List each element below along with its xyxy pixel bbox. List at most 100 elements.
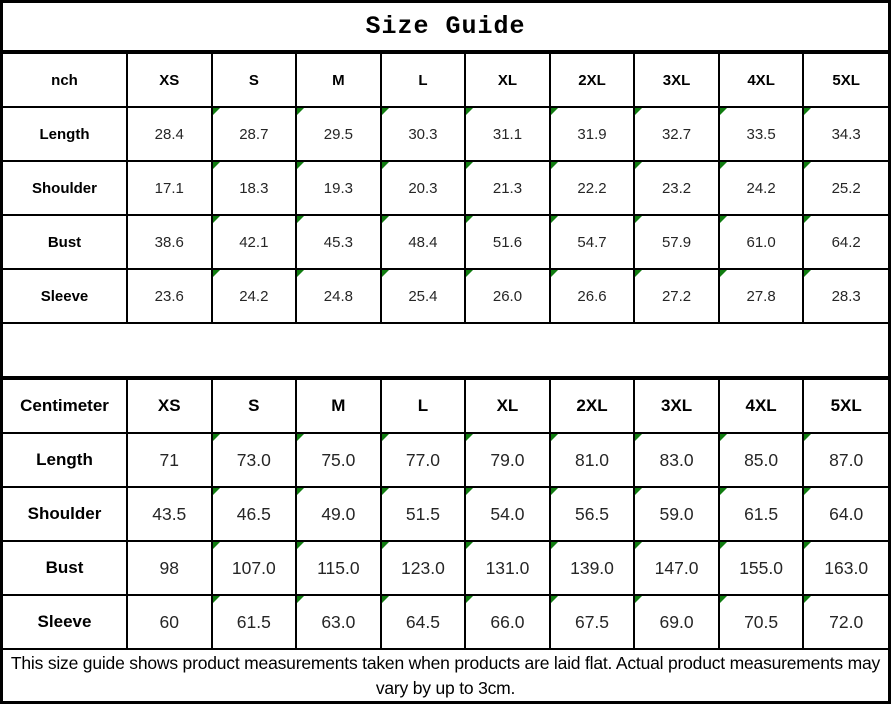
size-value-cell: 61.5 — [210, 594, 298, 650]
size-value-cell: 71 — [126, 432, 213, 488]
size-value: 26.0 — [492, 287, 523, 305]
size-value: 48.4 — [408, 233, 438, 251]
size-value-cell: 83.0 — [633, 432, 720, 488]
table-separator — [3, 324, 888, 378]
measurement-label: Shoulder — [3, 486, 128, 542]
footer-note-row: This size guide shows product measuremen… — [3, 650, 888, 701]
green-flag-icon — [382, 217, 389, 223]
size-column-header: 2XL — [548, 52, 636, 108]
green-flag-icon — [805, 217, 812, 223]
size-value-cell: 69.0 — [633, 594, 720, 650]
green-flag-icon — [467, 163, 474, 169]
green-flag-icon — [467, 109, 474, 115]
size-value-cell: 17.1 — [126, 160, 213, 216]
size-value-cell: 66.0 — [464, 594, 551, 650]
size-value-cell: 64.0 — [802, 486, 888, 542]
size-value: 75.0 — [321, 449, 356, 470]
green-flag-icon — [298, 597, 305, 603]
size-value: 77.0 — [405, 449, 440, 470]
size-value-cell: 51.5 — [379, 486, 467, 542]
size-value: 54.7 — [577, 233, 607, 251]
size-value-cell: 59.0 — [633, 486, 720, 542]
green-flag-icon — [213, 597, 220, 603]
size-value-cell: 31.9 — [548, 106, 636, 162]
green-flag-icon — [636, 597, 643, 603]
green-flag-icon — [467, 435, 474, 441]
size-column-header: 2XL — [548, 378, 636, 434]
size-column-header: XS — [126, 52, 213, 108]
table-row: Sleeve 60 61.5 63.0 64.5 66.0 67.5 69.0 70.5 72.0 — [3, 594, 888, 650]
size-value: 131.0 — [485, 557, 530, 578]
size-value-cell: 54.7 — [548, 214, 636, 270]
green-flag-icon — [551, 163, 558, 169]
size-value: 63.0 — [321, 611, 356, 632]
size-value: 56.5 — [574, 503, 610, 524]
green-flag-icon — [636, 109, 643, 115]
size-value: 24.2 — [239, 287, 269, 305]
size-value-cell: 38.6 — [126, 214, 213, 270]
size-column-header: 4XL — [717, 378, 805, 434]
green-flag-icon — [805, 435, 812, 441]
size-value: 28.7 — [239, 125, 269, 143]
size-value-cell: 73.0 — [210, 432, 298, 488]
measurement-label: Sleeve — [3, 268, 128, 324]
green-flag-icon — [213, 435, 220, 441]
green-flag-icon — [551, 217, 558, 223]
green-flag-icon — [805, 109, 812, 115]
size-column-header: 5XL — [802, 378, 888, 434]
size-value-cell: 43.5 — [126, 486, 213, 542]
size-value-cell: 26.6 — [548, 268, 636, 324]
size-value-cell: 21.3 — [464, 160, 551, 216]
table-row: Bust 38.6 42.1 45.3 48.4 51.6 54.7 57.9 61.0 64.2 — [3, 214, 888, 270]
size-value-cell: 34.3 — [802, 106, 888, 162]
size-value-cell: 79.0 — [464, 432, 551, 488]
size-value: 81.0 — [574, 449, 610, 470]
size-value: 28.3 — [831, 287, 861, 305]
table-row: Shoulder 17.1 18.3 19.3 20.3 21.3 22.2 23.2 24.2… — [3, 160, 888, 216]
size-table-inch: nch XS S M L XL 2XL 3XL 4XL 5XL Length 28.4 28.7 29.5… — [3, 52, 888, 324]
size-value: 85.0 — [744, 449, 779, 470]
size-value: 67.5 — [574, 611, 610, 632]
size-value-cell: 64.5 — [379, 594, 467, 650]
size-value-cell: 26.0 — [464, 268, 551, 324]
size-value-cell: 28.7 — [210, 106, 298, 162]
green-flag-icon — [382, 163, 389, 169]
size-value-cell: 81.0 — [548, 432, 636, 488]
size-value-cell: 48.4 — [379, 214, 467, 270]
size-value: 34.3 — [831, 125, 861, 143]
size-value: 23.2 — [661, 179, 692, 197]
size-value: 17.1 — [154, 179, 184, 197]
cm-table-section: Centimeter XS S M L XL 2XL 3XL 4XL 5XL Length 71 73.… — [3, 378, 888, 650]
green-flag-icon — [720, 597, 727, 603]
green-flag-icon — [720, 271, 727, 277]
size-value: 43.5 — [152, 503, 187, 524]
measurement-label: Length — [3, 106, 128, 162]
size-value-cell: 28.3 — [802, 268, 888, 324]
size-value-cell: 25.4 — [379, 268, 467, 324]
size-value-cell: 27.2 — [633, 268, 720, 324]
size-value: 79.0 — [490, 449, 525, 470]
size-value: 64.0 — [829, 503, 864, 524]
size-value: 31.9 — [577, 125, 607, 143]
size-value: 69.0 — [659, 611, 694, 632]
size-value-cell: 163.0 — [802, 540, 888, 596]
size-value: 98 — [159, 557, 179, 578]
table-row: Shoulder 43.5 46.5 49.0 51.5 54.0 56.5 59.0 61.5… — [3, 486, 888, 542]
green-flag-icon — [720, 435, 727, 441]
green-flag-icon — [298, 435, 305, 441]
green-flag-icon — [467, 543, 474, 549]
size-value-cell: 23.2 — [633, 160, 720, 216]
green-flag-icon — [805, 163, 812, 169]
size-column-header: S — [210, 378, 298, 434]
size-value: 18.3 — [239, 179, 269, 197]
green-flag-icon — [298, 271, 305, 277]
page-title: Size Guide — [3, 3, 888, 52]
size-column-header: XS — [126, 378, 213, 434]
green-flag-icon — [213, 163, 220, 169]
size-value-cell: 61.0 — [717, 214, 805, 270]
size-value: 26.6 — [577, 287, 607, 305]
size-column-header: M — [295, 52, 382, 108]
size-value: 25.2 — [831, 179, 861, 197]
size-value-cell: 28.4 — [126, 106, 213, 162]
size-value-cell: 24.2 — [210, 268, 298, 324]
